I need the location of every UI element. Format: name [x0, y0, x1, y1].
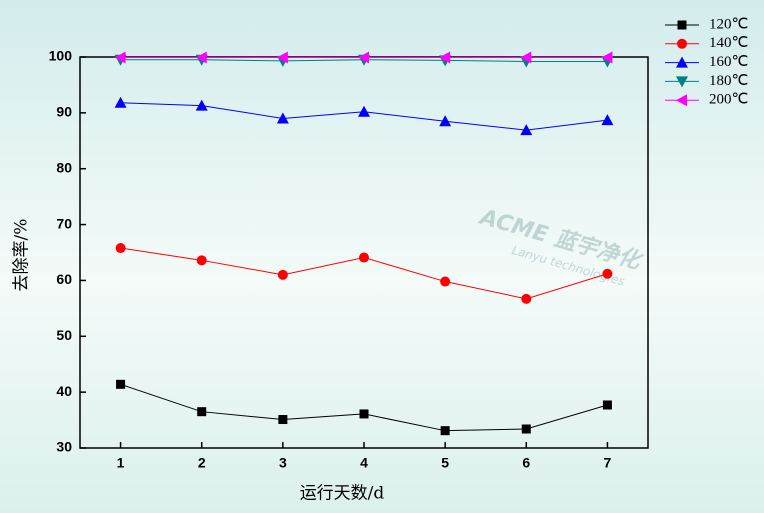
marker: [278, 415, 288, 425]
marker: [359, 252, 369, 263]
legend-marker: [677, 38, 687, 49]
marker: [439, 115, 452, 127]
marker: [521, 424, 531, 434]
legend-label: 200℃: [709, 92, 748, 108]
marker: [114, 96, 127, 108]
marker: [520, 124, 533, 136]
marker: [602, 400, 612, 410]
marker: [520, 51, 532, 64]
legend-label: 120℃: [709, 16, 748, 32]
x-tick-label: 2: [198, 455, 206, 471]
legend-label: 160℃: [709, 54, 748, 70]
legend-marker: [677, 20, 687, 30]
y-tick-label: 30: [56, 439, 72, 455]
y-tick-label: 80: [56, 159, 72, 175]
marker: [601, 114, 614, 126]
marker: [276, 112, 289, 124]
legend-label: 140℃: [709, 35, 748, 51]
x-tick-label: 6: [522, 455, 530, 471]
marker: [197, 407, 207, 417]
marker: [196, 255, 207, 266]
marker: [195, 51, 207, 64]
y-tick-label: 50: [56, 327, 72, 343]
marker: [601, 51, 613, 64]
marker: [358, 105, 370, 117]
legend-marker: [676, 94, 687, 107]
marker: [521, 293, 532, 304]
marker: [439, 51, 451, 64]
y-tick-label: 70: [56, 215, 72, 231]
y-axis-title: 去除率/%: [12, 219, 32, 292]
x-tick-label: 3: [279, 455, 287, 471]
marker: [440, 276, 451, 287]
x-tick-label: 7: [604, 455, 612, 471]
x-tick-label: 5: [441, 455, 449, 471]
x-tick-label: 4: [360, 455, 368, 471]
marker: [602, 268, 613, 279]
x-tick-label: 1: [117, 455, 125, 471]
marker: [116, 379, 126, 389]
legend-marker: [676, 56, 688, 68]
marker: [115, 243, 126, 254]
marker: [358, 51, 369, 64]
marker: [276, 51, 288, 64]
y-tick-label: 100: [49, 48, 73, 64]
marker: [277, 269, 288, 280]
marker: [195, 99, 208, 111]
y-tick-label: 60: [56, 271, 72, 287]
legend-label: 180℃: [709, 73, 748, 89]
marker: [114, 51, 126, 64]
marker: [440, 426, 450, 436]
y-tick-label: 40: [56, 383, 72, 399]
y-tick-label: 90: [56, 104, 72, 120]
legend-marker: [676, 76, 688, 88]
x-axis-title: 运行天数/d: [300, 484, 385, 504]
marker: [359, 409, 369, 419]
